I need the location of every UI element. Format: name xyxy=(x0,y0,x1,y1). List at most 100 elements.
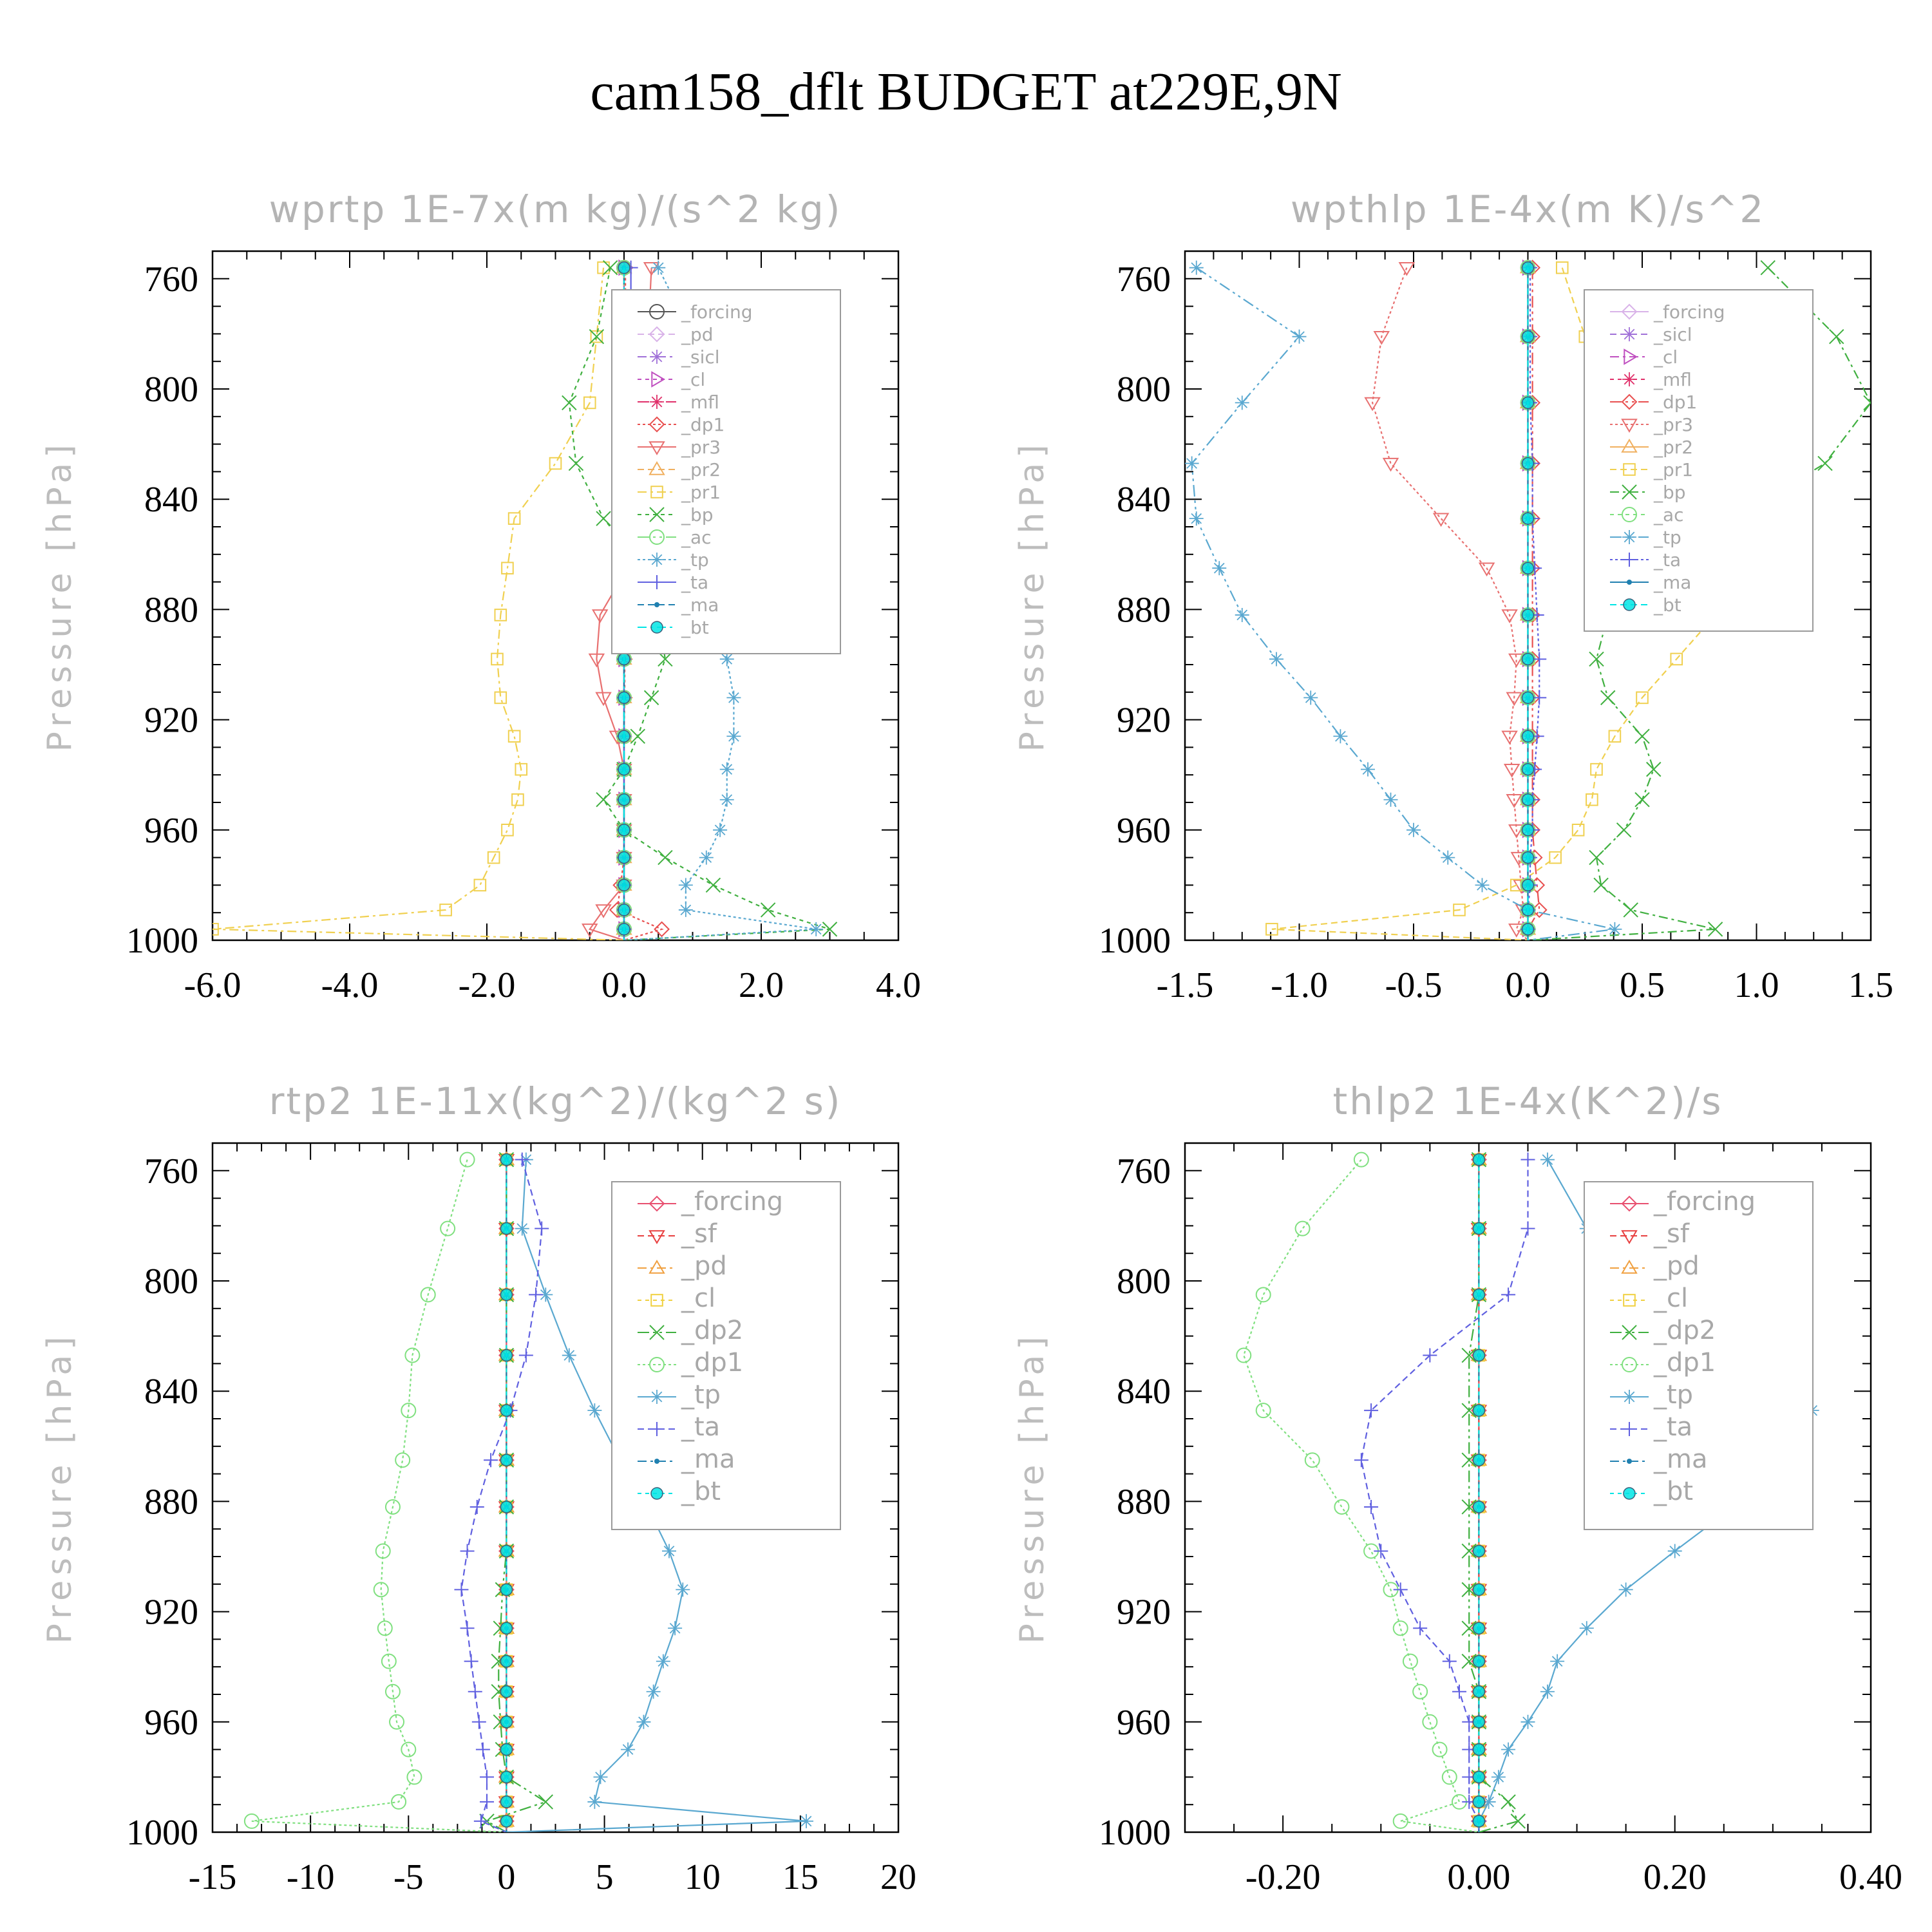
data-point xyxy=(593,1770,608,1785)
data-point xyxy=(515,1152,529,1167)
series-line xyxy=(1528,267,1871,940)
data-point xyxy=(1634,792,1650,808)
data-point xyxy=(589,328,605,345)
legend-item: _dp2 xyxy=(1610,1316,1716,1345)
data-point xyxy=(1521,261,1535,274)
data-point xyxy=(1501,1794,1516,1810)
data-point xyxy=(1442,1654,1457,1669)
figure-title: cam158_dflt BUDGET at229E,9N xyxy=(590,62,1341,122)
data-point xyxy=(618,762,630,776)
legend-item: _ma xyxy=(638,594,719,616)
data-point xyxy=(500,1795,513,1808)
data-point xyxy=(1189,511,1204,526)
data-point xyxy=(511,793,524,806)
data-point xyxy=(1636,691,1649,705)
data-point xyxy=(1646,761,1662,777)
legend-item: _dp1 xyxy=(638,414,724,435)
legend-item: _forcing xyxy=(638,1187,783,1217)
data-point xyxy=(473,878,487,892)
series-dp1 xyxy=(243,1151,507,1832)
legend-label: _ta xyxy=(1653,1412,1692,1442)
legend-item: _sf xyxy=(1610,1219,1690,1249)
legend-label: _sf xyxy=(681,1219,717,1249)
data-point xyxy=(562,395,577,411)
legend-marker xyxy=(1621,303,1638,320)
data-point xyxy=(1579,1621,1594,1636)
data-point xyxy=(656,1654,670,1669)
data-point xyxy=(1185,456,1199,471)
series-line xyxy=(213,267,625,940)
data-point xyxy=(1540,1684,1555,1699)
legend-marker xyxy=(1627,580,1632,585)
legend-marker xyxy=(1622,1325,1637,1340)
legend-label: _bt xyxy=(681,1477,721,1506)
data-point xyxy=(1452,1684,1466,1699)
legend: _forcing_pd_sicl_cl_mfl_dp1_pr3_pr2_pr1_… xyxy=(611,289,841,654)
series-dp1 xyxy=(1236,1151,1479,1832)
data-point xyxy=(1334,1499,1350,1515)
data-point xyxy=(500,1685,513,1698)
legend-marker xyxy=(1623,463,1636,476)
y-tick-label: 840 xyxy=(1117,1372,1171,1412)
legend-item: _bt xyxy=(1610,1477,1693,1506)
legend-label: _dp1 xyxy=(1653,1348,1716,1378)
y-axis-label: Pressure [hPa] xyxy=(41,440,79,752)
y-tick-label: 880 xyxy=(1117,1482,1171,1522)
y-tick-label: 920 xyxy=(1117,701,1171,741)
data-point xyxy=(1393,1582,1408,1597)
data-point xyxy=(384,1683,401,1700)
data-point xyxy=(460,1544,475,1558)
legend-label: _dp1 xyxy=(681,1348,743,1378)
data-point xyxy=(1364,1499,1379,1514)
data-point xyxy=(618,730,630,743)
legend: _forcing_sicl_cl_mfl_dp1_pr3_pr2_pr1_bp_… xyxy=(1584,289,1814,632)
legend-label: _bt xyxy=(1653,1477,1693,1506)
y-axis-label: Pressure [hPa] xyxy=(1013,440,1052,752)
x-tick-label: -1.0 xyxy=(1271,965,1328,1005)
data-point xyxy=(1521,923,1535,936)
data-point xyxy=(475,1742,490,1757)
data-point xyxy=(1589,849,1604,866)
x-tick-label: 0 xyxy=(497,1857,515,1897)
legend-marker xyxy=(654,602,659,607)
data-point xyxy=(651,260,666,275)
legend-item: _dp1 xyxy=(638,1348,743,1378)
data-point xyxy=(1521,652,1535,666)
data-point xyxy=(1472,1404,1486,1417)
legend-label: _dp2 xyxy=(681,1316,743,1345)
data-point xyxy=(491,652,504,666)
series-line xyxy=(506,1159,807,1832)
series-line xyxy=(1243,1159,1479,1832)
data-point xyxy=(1623,902,1638,918)
x-tick-label: -0.20 xyxy=(1245,1857,1321,1897)
legend-item: _dp1 xyxy=(1610,392,1697,413)
legend-item: _pr2 xyxy=(1610,437,1693,458)
data-point xyxy=(1354,1453,1368,1468)
panel-title: wprtp 1E-7x(m kg)/(s^2 kg) xyxy=(269,187,842,231)
legend-item: _pd xyxy=(638,1251,727,1281)
series-line xyxy=(1191,267,1615,940)
legend-label: _ac xyxy=(1653,504,1684,526)
y-tick-label: 1000 xyxy=(126,1813,198,1853)
legend-label: _sicl xyxy=(681,346,720,368)
legend-item: _forcing xyxy=(1610,1187,1756,1217)
data-point xyxy=(1364,1403,1379,1418)
x-tick-label: -2.0 xyxy=(459,965,516,1005)
data-point xyxy=(1392,1620,1408,1636)
data-point xyxy=(1521,762,1535,776)
legend-marker xyxy=(649,416,665,433)
data-point xyxy=(518,1348,533,1363)
legend-item: _mfl xyxy=(1610,369,1692,390)
legend-item: _ma xyxy=(1610,1444,1707,1474)
legend-label: _forcing xyxy=(681,301,753,323)
legend-marker xyxy=(649,507,665,522)
x-tick-label: 0.0 xyxy=(601,965,647,1005)
x-tick-label: -4.0 xyxy=(321,965,379,1005)
legend-label: _pd xyxy=(681,324,714,345)
data-point xyxy=(646,1684,661,1699)
data-point xyxy=(596,792,611,808)
data-point xyxy=(500,1544,513,1558)
legend-label: _ac xyxy=(681,527,712,548)
legend-item: _bt xyxy=(1610,594,1681,616)
y-tick-label: 920 xyxy=(1117,1593,1171,1633)
